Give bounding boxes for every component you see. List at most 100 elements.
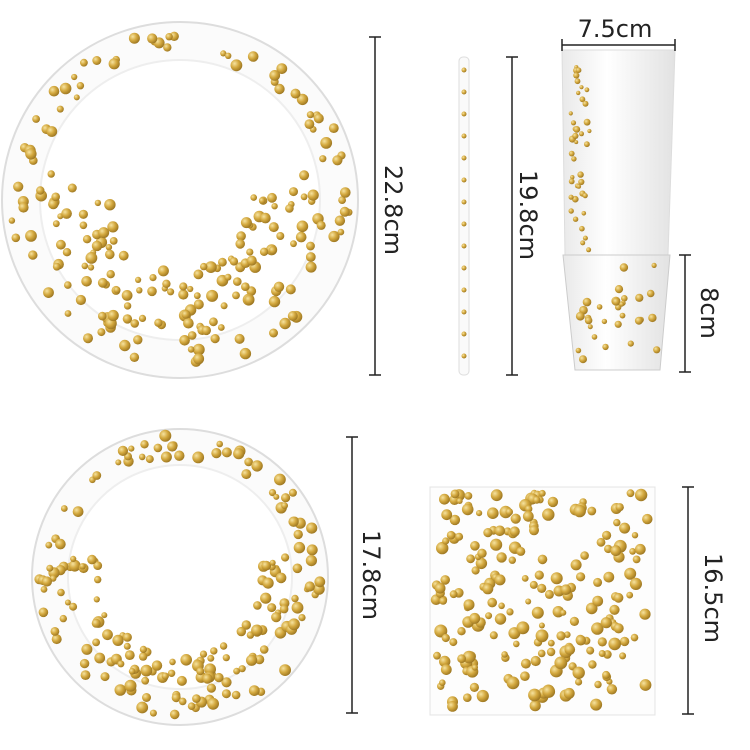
gold-dot (544, 589, 554, 599)
gold-dot (153, 443, 163, 453)
gold-dot (180, 654, 192, 666)
gold-dot (254, 654, 265, 665)
gold-dot (253, 601, 262, 610)
gold-dot (167, 441, 178, 452)
gold-dot (305, 252, 316, 262)
gold-dot (199, 650, 208, 658)
gold-dot (615, 503, 624, 512)
gold-dot (328, 230, 340, 243)
gold-dot (273, 281, 285, 292)
gold-dot (102, 629, 113, 641)
gold-dot (593, 577, 603, 587)
gold-dot (140, 664, 153, 677)
gold-dot (461, 243, 467, 249)
gold-dot (221, 447, 232, 458)
gold-dot (101, 612, 108, 619)
gold-dot (93, 561, 103, 570)
gold-dot (246, 248, 254, 256)
gold-dot (193, 292, 201, 300)
gold-dot (619, 636, 630, 647)
gold-dot (570, 175, 575, 180)
gold-dot (216, 440, 223, 448)
gold-dot (457, 654, 466, 664)
gold-dot (461, 177, 467, 183)
gold-dot (238, 665, 246, 673)
gold-dot (193, 269, 204, 280)
gold-dot (187, 285, 194, 293)
gold-dot (570, 120, 577, 126)
gold-dot (461, 133, 467, 139)
gold-dot (94, 575, 102, 584)
gold-dot (73, 94, 80, 101)
gold-dot (584, 316, 593, 325)
gold-dot (433, 651, 441, 660)
gold-dot (577, 171, 584, 178)
gold-dot (51, 192, 60, 202)
gold-dot (251, 460, 263, 472)
gold-dot (456, 498, 463, 504)
gold-dot (568, 178, 575, 185)
gold-dot (285, 284, 296, 295)
gold-dot (281, 493, 291, 503)
gold-dot (225, 52, 232, 59)
gold-dot (13, 181, 24, 192)
gold-dot (68, 559, 81, 572)
gold-dot (439, 493, 450, 505)
gold-dot (274, 473, 286, 486)
gold-dot (598, 650, 606, 657)
gold-dot (626, 591, 634, 599)
gold-dot (56, 239, 66, 250)
gold-dot (464, 492, 473, 500)
gold-dot (508, 556, 516, 564)
gold-dot (56, 105, 64, 113)
gold-dot (296, 220, 309, 233)
gold-dot (602, 670, 611, 679)
gold-dot (288, 516, 299, 527)
gold-dot (461, 353, 467, 359)
gold-dot (167, 288, 175, 296)
gold-dot (200, 262, 208, 271)
gold-dot (494, 574, 506, 586)
gold-dot (193, 353, 205, 365)
gold-dot (81, 643, 93, 655)
gold-dot (313, 113, 324, 124)
gold-dot (43, 287, 54, 298)
gold-dot (87, 264, 95, 271)
gold-dot (176, 675, 187, 686)
gold-dot (138, 652, 148, 661)
gold-dot (608, 637, 621, 651)
gold-dot (244, 457, 253, 467)
gold-dot (576, 90, 581, 96)
gold-dot (469, 612, 481, 624)
gold-dot (161, 672, 169, 680)
gold-dot (219, 642, 228, 650)
gold-dot (114, 684, 127, 696)
gold-dot (560, 584, 572, 595)
gold-dot (547, 639, 555, 647)
gold-dot (612, 297, 621, 306)
gold-dot (92, 56, 102, 65)
gold-dot (483, 528, 493, 538)
gold-dot (624, 567, 637, 580)
gold-dot (457, 627, 466, 636)
gold-dot (259, 645, 269, 654)
gold-dot (441, 509, 453, 521)
gold-dot (560, 609, 567, 616)
gold-dot (281, 553, 290, 562)
gold-dot (138, 453, 146, 461)
gold-dot (462, 650, 476, 664)
gold-dot (450, 489, 460, 499)
gold-dot (449, 590, 458, 599)
gold-dot (179, 282, 188, 291)
gold-dot (337, 228, 345, 236)
gold-dot (579, 225, 585, 232)
gold-dot (461, 67, 467, 73)
gold-dot (38, 607, 49, 618)
gold-dot (122, 632, 132, 642)
gold-dot (279, 317, 291, 330)
gold-dot (108, 58, 120, 70)
gold-dot (520, 671, 530, 681)
gold-dot (634, 543, 646, 555)
gold-dot (575, 347, 582, 354)
